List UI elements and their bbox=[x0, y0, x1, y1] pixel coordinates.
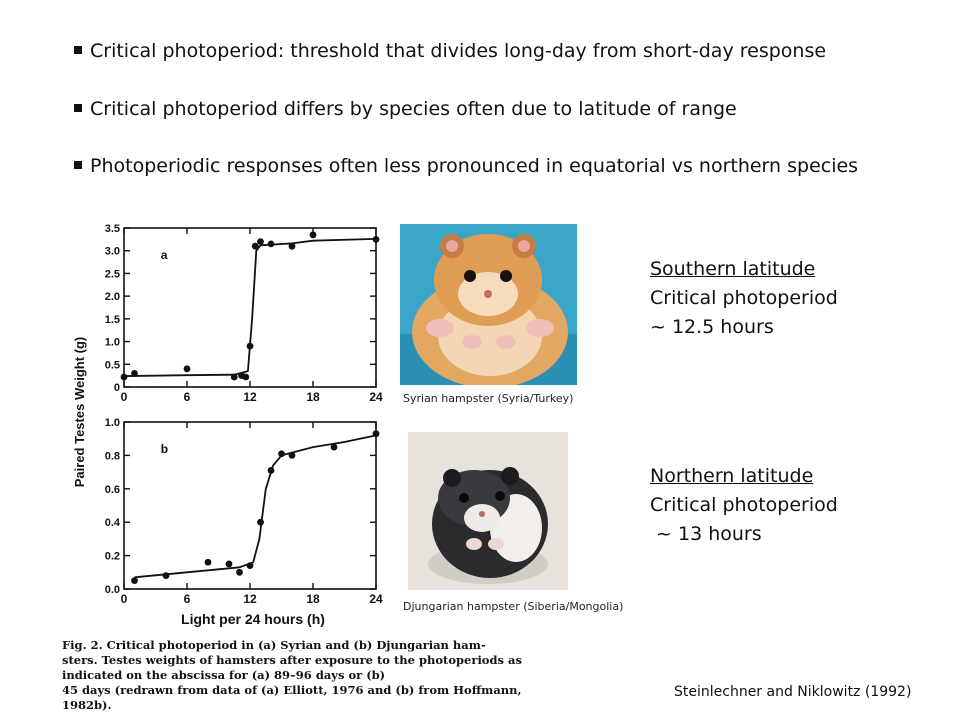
x-tick-label: 18 bbox=[306, 390, 320, 404]
caption-line: sters. Testes weights of hamsters after … bbox=[62, 653, 522, 667]
southern-latitude-block: Southern latitude Critical photoperiod ~ 1… bbox=[650, 255, 838, 342]
data-point bbox=[257, 238, 264, 246]
data-point bbox=[131, 369, 138, 377]
bullet-text: Critical photoperiod: threshold that div… bbox=[90, 40, 827, 62]
data-point bbox=[251, 242, 259, 250]
y-tick-label: 0 bbox=[114, 382, 120, 394]
data-point bbox=[162, 572, 170, 580]
northern-latitude-heading: Northern latitude bbox=[650, 465, 814, 487]
southern-latitude-heading: Southern latitude bbox=[650, 258, 816, 280]
x-axis-label: Light per 24 hours (h) bbox=[181, 611, 325, 627]
data-point bbox=[242, 373, 250, 381]
data-point bbox=[246, 342, 254, 350]
y-axis-label: Paired Testes Weight (g) bbox=[72, 337, 87, 488]
data-point bbox=[267, 467, 275, 474]
x-tick-label: 12 bbox=[243, 592, 257, 606]
data-point bbox=[131, 577, 138, 585]
data-point bbox=[257, 518, 264, 526]
bullet-square-icon bbox=[74, 45, 82, 54]
djungarian-hamster-label: Djungarian hampster (Siberia/Mongolia) bbox=[403, 600, 624, 613]
y-tick-label: 1.0 bbox=[105, 337, 120, 349]
x-tick-label: 12 bbox=[243, 390, 257, 404]
figure-caption: Fig. 2. Critical photoperiod in (a) Syri… bbox=[62, 638, 562, 713]
y-tick-label: 0.8 bbox=[105, 450, 120, 462]
data-point bbox=[183, 365, 191, 373]
data-point bbox=[330, 443, 338, 451]
northern-photoperiod-value: ~ 13 hours bbox=[650, 523, 762, 545]
x-tick-label: 6 bbox=[184, 390, 191, 404]
x-tick-label: 0 bbox=[121, 592, 128, 606]
caption-line: Fig. 2. Critical photoperiod in (a) Syri… bbox=[62, 638, 486, 652]
panel-label: a bbox=[161, 248, 168, 262]
panel-label: b bbox=[161, 442, 168, 456]
data-point bbox=[204, 558, 212, 566]
y-tick-label: 3.0 bbox=[105, 246, 120, 258]
bullet-text: Photoperiodic responses often less prono… bbox=[90, 155, 859, 177]
data-point bbox=[288, 242, 296, 250]
y-tick-label: 0.2 bbox=[105, 551, 120, 563]
bullet-item: Critical photoperiod: threshold that div… bbox=[74, 40, 826, 62]
x-tick-label: 6 bbox=[184, 592, 191, 606]
syrian-hamster-label: Syrian hampster (Syria/Turkey) bbox=[403, 392, 574, 405]
y-tick-label: 0.6 bbox=[105, 484, 120, 496]
y-tick-label: 1.0 bbox=[105, 417, 120, 429]
data-point bbox=[278, 450, 285, 458]
fit-curve bbox=[134, 434, 377, 579]
djungarian-hamster-photo bbox=[408, 432, 568, 590]
data-point bbox=[372, 430, 380, 438]
northern-photoperiod-label: Critical photoperiod bbox=[650, 494, 838, 516]
caption-line: 45 days (redrawn from data of (a) Elliot… bbox=[62, 683, 522, 712]
data-point bbox=[236, 568, 243, 576]
x-tick-label: 24 bbox=[369, 390, 383, 404]
x-tick-label: 0 bbox=[121, 390, 128, 404]
data-point bbox=[288, 452, 296, 459]
data-point bbox=[372, 235, 380, 243]
southern-photoperiod-value: ~ 12.5 hours bbox=[650, 316, 774, 338]
y-tick-label: 0.0 bbox=[105, 584, 120, 596]
x-tick-label: 18 bbox=[306, 592, 320, 606]
bullet-text: Critical photoperiod differs by species … bbox=[90, 98, 737, 120]
northern-latitude-block: Northern latitude Critical photoperiod ~ … bbox=[650, 462, 838, 549]
southern-photoperiod-label: Critical photoperiod bbox=[650, 287, 838, 309]
data-point bbox=[230, 373, 238, 381]
bullet-item: Photoperiodic responses often less prono… bbox=[74, 155, 858, 177]
y-tick-label: 2.5 bbox=[105, 268, 120, 280]
syrian-hamster-photo bbox=[400, 224, 577, 385]
bullet-square-icon bbox=[74, 103, 82, 112]
caption-line: indicated on the abscissa for (a) 89–96 … bbox=[62, 668, 386, 682]
y-tick-label: 3.5 bbox=[105, 223, 120, 235]
data-point bbox=[225, 560, 233, 568]
data-point bbox=[267, 240, 275, 248]
y-tick-label: 2.0 bbox=[105, 291, 120, 303]
data-point bbox=[309, 231, 317, 239]
data-point bbox=[246, 562, 254, 570]
y-tick-label: 1.5 bbox=[105, 314, 120, 326]
testes-weight-figure: 0 0.5 1.0 1.5 2.0 2.5 3.0 3.5 0 6 12 18 24 a 0.0 0.2 0.4… bbox=[72, 223, 383, 627]
fit-curve bbox=[123, 238, 377, 377]
bullet-item: Critical photoperiod differs by species … bbox=[74, 98, 737, 120]
citation: Steinlechner and Niklowitz (1992) bbox=[674, 684, 912, 700]
data-point bbox=[120, 373, 128, 381]
y-tick-label: 0.5 bbox=[105, 359, 120, 371]
x-tick-label: 24 bbox=[369, 592, 383, 606]
bullet-square-icon bbox=[74, 160, 82, 169]
y-tick-label: 0.4 bbox=[105, 517, 121, 529]
